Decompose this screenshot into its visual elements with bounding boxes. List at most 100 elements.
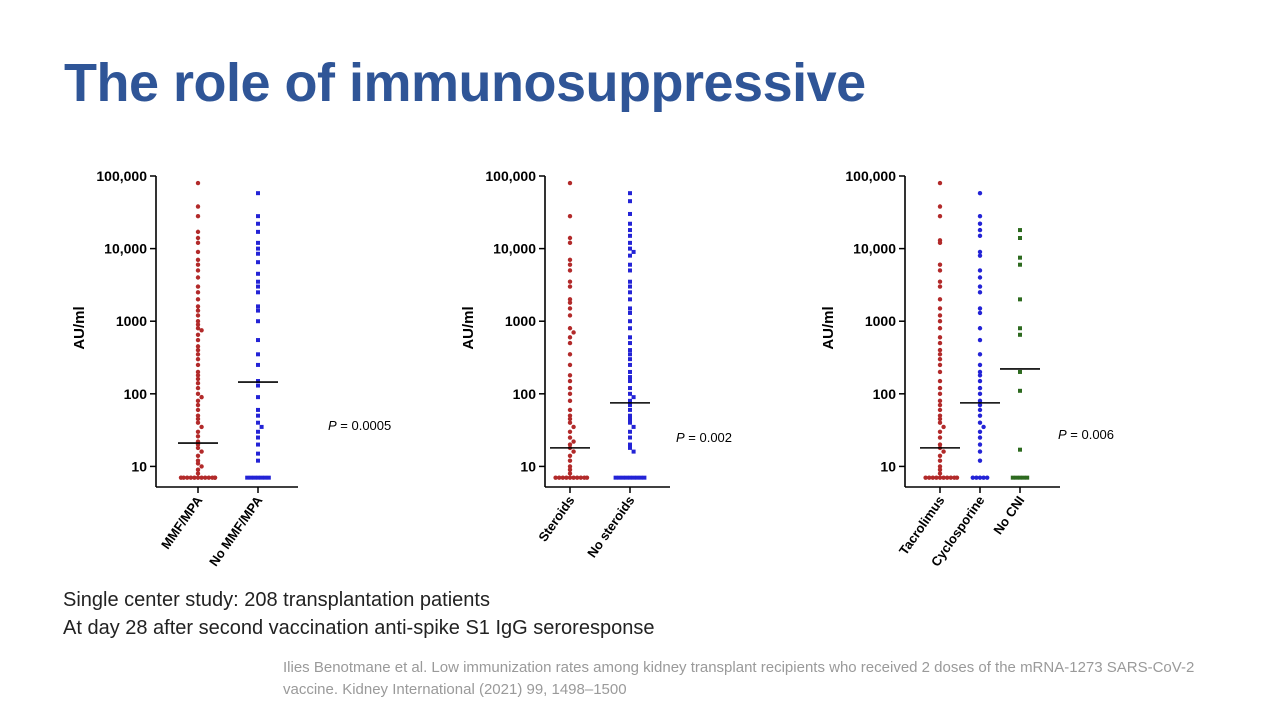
data-point (628, 429, 632, 434)
data-point (977, 385, 983, 391)
slide-title: The role of immunosuppressive (64, 53, 866, 113)
data-point (195, 475, 201, 480)
data-point (628, 475, 632, 480)
data-point (937, 420, 943, 425)
data-point (628, 233, 632, 238)
data-point (937, 416, 943, 422)
data-point (195, 297, 201, 302)
data-point (256, 338, 260, 343)
data-point (567, 300, 573, 305)
data-point (560, 475, 565, 480)
data-point (256, 304, 260, 309)
data-point (553, 475, 558, 480)
data-point (567, 352, 573, 357)
data-point (252, 475, 257, 480)
data-point (977, 442, 983, 447)
data-point (1018, 262, 1022, 267)
data-point (199, 424, 204, 430)
y-tick-label: 1000 (865, 313, 896, 329)
data-point (628, 253, 632, 258)
data-point (628, 362, 632, 367)
data-point (628, 221, 632, 226)
data-point (628, 413, 632, 418)
p-value-label: P = 0.002 (676, 430, 732, 445)
data-point (567, 268, 573, 273)
data-point (937, 453, 943, 459)
data-point (628, 407, 632, 412)
category-label: Steroids (535, 493, 577, 544)
data-point (977, 378, 983, 384)
data-point (195, 376, 201, 382)
data-point (256, 379, 260, 384)
data-point (1018, 388, 1022, 393)
data-point (941, 449, 946, 454)
data-point (937, 475, 943, 480)
p-value-label: P = 0.006 (1058, 427, 1114, 442)
data-point (628, 268, 632, 273)
data-point (628, 191, 632, 196)
data-point (977, 420, 983, 425)
data-point (628, 341, 632, 346)
data-point (937, 442, 943, 447)
data-point (256, 308, 260, 313)
data-point (977, 275, 983, 280)
data-point (195, 240, 201, 246)
category-label: No steroids (584, 493, 637, 560)
y-tick-label: 10,000 (493, 241, 536, 257)
data-point (567, 413, 573, 418)
data-point (631, 424, 636, 429)
data-point (977, 449, 983, 454)
data-point (195, 249, 201, 255)
data-point (977, 268, 983, 273)
data-point (567, 458, 573, 463)
data-point (628, 310, 632, 315)
data-point (937, 340, 943, 346)
data-point (256, 290, 260, 295)
data-point (923, 475, 928, 480)
data-point (256, 442, 260, 447)
data-point (571, 330, 576, 335)
data-point (937, 213, 943, 219)
data-point (195, 398, 201, 404)
data-point (256, 319, 260, 324)
data-point (927, 475, 932, 480)
data-point (977, 284, 983, 289)
data-point (977, 402, 983, 408)
data-point (195, 257, 201, 263)
data-point (977, 290, 983, 295)
data-point (937, 398, 943, 404)
y-tick-label: 100,000 (96, 168, 147, 184)
data-point (567, 297, 573, 302)
data-point (638, 475, 643, 480)
data-point (203, 475, 208, 480)
data-point (195, 352, 201, 357)
data-point (937, 347, 943, 353)
data-point (941, 475, 946, 480)
data-point (567, 235, 573, 241)
study-notes: Single center study: 208 transplantation… (63, 586, 654, 642)
data-point (977, 369, 983, 375)
data-point (564, 475, 569, 480)
data-point (945, 475, 950, 480)
data-point (567, 391, 573, 397)
data-point (571, 475, 576, 480)
data-point (977, 352, 983, 357)
data-point (195, 420, 201, 425)
data-point (937, 435, 943, 440)
data-point (185, 475, 190, 480)
data-point (199, 475, 204, 480)
data-point (628, 326, 632, 331)
data-point (1018, 369, 1022, 374)
y-tick-label: 100,000 (485, 168, 536, 184)
data-point (937, 362, 943, 368)
data-point (571, 424, 576, 430)
data-point (635, 475, 640, 480)
data-point (628, 420, 632, 425)
data-point (256, 284, 260, 289)
data-point (937, 284, 943, 289)
data-point (567, 464, 573, 469)
data-point (195, 180, 201, 186)
data-point (256, 458, 260, 463)
y-tick-label: 10,000 (853, 241, 896, 257)
data-point (977, 407, 983, 413)
